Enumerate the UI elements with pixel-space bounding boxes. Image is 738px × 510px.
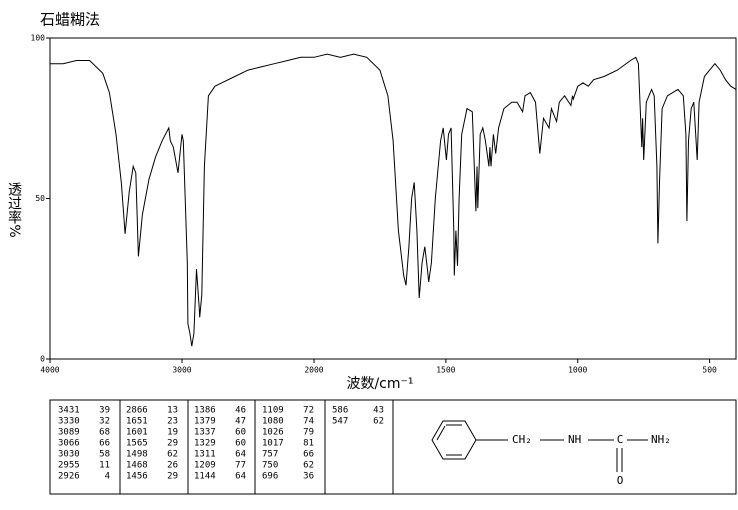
- peak-wavenumber: 1337: [194, 428, 216, 438]
- peak-wavenumber: 3431: [58, 406, 80, 416]
- peak-wavenumber: 547: [332, 417, 348, 427]
- peak-transmittance: 66: [99, 439, 110, 449]
- peak-transmittance: 11: [99, 461, 110, 471]
- x-tick-label: 2000: [304, 366, 323, 375]
- spectrum-line: [50, 53, 737, 347]
- peak-wavenumber: 1468: [126, 461, 148, 471]
- x-axis-label: 波数/cm⁻¹: [346, 376, 413, 392]
- peak-wavenumber: 1109: [262, 406, 284, 416]
- peak-transmittance: 62: [167, 450, 178, 460]
- peak-wavenumber: 586: [332, 406, 348, 416]
- peak-transmittance: 81: [303, 439, 314, 449]
- y-tick-label: 100: [31, 34, 46, 43]
- peak-wavenumber: 2866: [126, 406, 148, 416]
- peak-transmittance: 26: [167, 461, 178, 471]
- peak-transmittance: 77: [235, 461, 246, 471]
- atom-label: O: [617, 474, 624, 487]
- peak-transmittance: 74: [303, 417, 314, 427]
- peak-transmittance: 4: [105, 472, 110, 482]
- x-tick-label: 1000: [568, 366, 587, 375]
- peak-transmittance: 66: [303, 450, 314, 460]
- benzene-ring: [431, 420, 648, 472]
- peak-wavenumber: 1080: [262, 417, 284, 427]
- peak-transmittance: 39: [99, 406, 110, 416]
- peak-transmittance: 36: [303, 472, 314, 482]
- peak-transmittance: 60: [235, 428, 246, 438]
- peak-transmittance: 64: [235, 472, 246, 482]
- peak-wavenumber: 3330: [58, 417, 80, 427]
- peak-transmittance: 60: [235, 439, 246, 449]
- peak-wavenumber: 3066: [58, 439, 80, 449]
- peak-wavenumber: 696: [262, 472, 278, 482]
- peak-transmittance: 19: [167, 428, 178, 438]
- peak-wavenumber: 1017: [262, 439, 284, 449]
- peak-wavenumber: 1651: [126, 417, 148, 427]
- peak-transmittance: 32: [99, 417, 110, 427]
- peak-wavenumber: 1601: [126, 428, 148, 438]
- chart-title: 石蜡糊法: [40, 11, 100, 29]
- peak-wavenumber: 1311: [194, 450, 216, 460]
- peak-transmittance: 64: [235, 450, 246, 460]
- peak-wavenumber: 1379: [194, 417, 216, 427]
- peak-wavenumber: 2955: [58, 461, 80, 471]
- atom-label: NH₂: [651, 433, 671, 446]
- y-axis-label: 透过率%: [6, 182, 22, 237]
- peak-transmittance: 29: [167, 472, 178, 482]
- peak-wavenumber: 1026: [262, 428, 284, 438]
- peak-transmittance: 68: [99, 428, 110, 438]
- peak-wavenumber: 1144: [194, 472, 216, 482]
- x-tick-label: 1500: [436, 366, 455, 375]
- peak-transmittance: 79: [303, 428, 314, 438]
- peak-transmittance: 46: [235, 406, 246, 416]
- peak-wavenumber: 750: [262, 461, 278, 471]
- atom-label: C: [617, 433, 624, 446]
- x-tick-label: 4000: [40, 366, 59, 375]
- table-dividers: [119, 400, 394, 494]
- peak-transmittance: 62: [303, 461, 314, 471]
- peak-wavenumber: 1565: [126, 439, 148, 449]
- x-tick-label: 500: [702, 366, 717, 375]
- peak-wavenumber: 3030: [58, 450, 80, 460]
- y-tick-label: 0: [40, 355, 45, 364]
- peak-transmittance: 58: [99, 450, 110, 460]
- peak-wavenumber: 1329: [194, 439, 216, 449]
- peak-transmittance: 72: [303, 406, 314, 416]
- peak-transmittance: 13: [167, 406, 178, 416]
- peak-wavenumber: 2926: [58, 472, 80, 482]
- peak-transmittance: 29: [167, 439, 178, 449]
- atom-label: CH₂: [512, 433, 532, 446]
- peak-wavenumber: 757: [262, 450, 278, 460]
- x-tick-label: 3000: [172, 366, 191, 375]
- peak-transmittance: 23: [167, 417, 178, 427]
- peak-wavenumber: 1209: [194, 461, 216, 471]
- peak-wavenumber: 1456: [126, 472, 148, 482]
- atom-label: NH: [568, 433, 581, 446]
- peak-transmittance: 62: [373, 417, 384, 427]
- peak-wavenumber: 1386: [194, 406, 216, 416]
- plot-frame: [49, 37, 737, 360]
- peak-wavenumber: 1498: [126, 450, 148, 460]
- y-tick-label: 50: [35, 194, 45, 203]
- peak-wavenumber: 3089: [58, 428, 80, 438]
- peak-transmittance: 47: [235, 417, 246, 427]
- peak-transmittance: 43: [373, 406, 384, 416]
